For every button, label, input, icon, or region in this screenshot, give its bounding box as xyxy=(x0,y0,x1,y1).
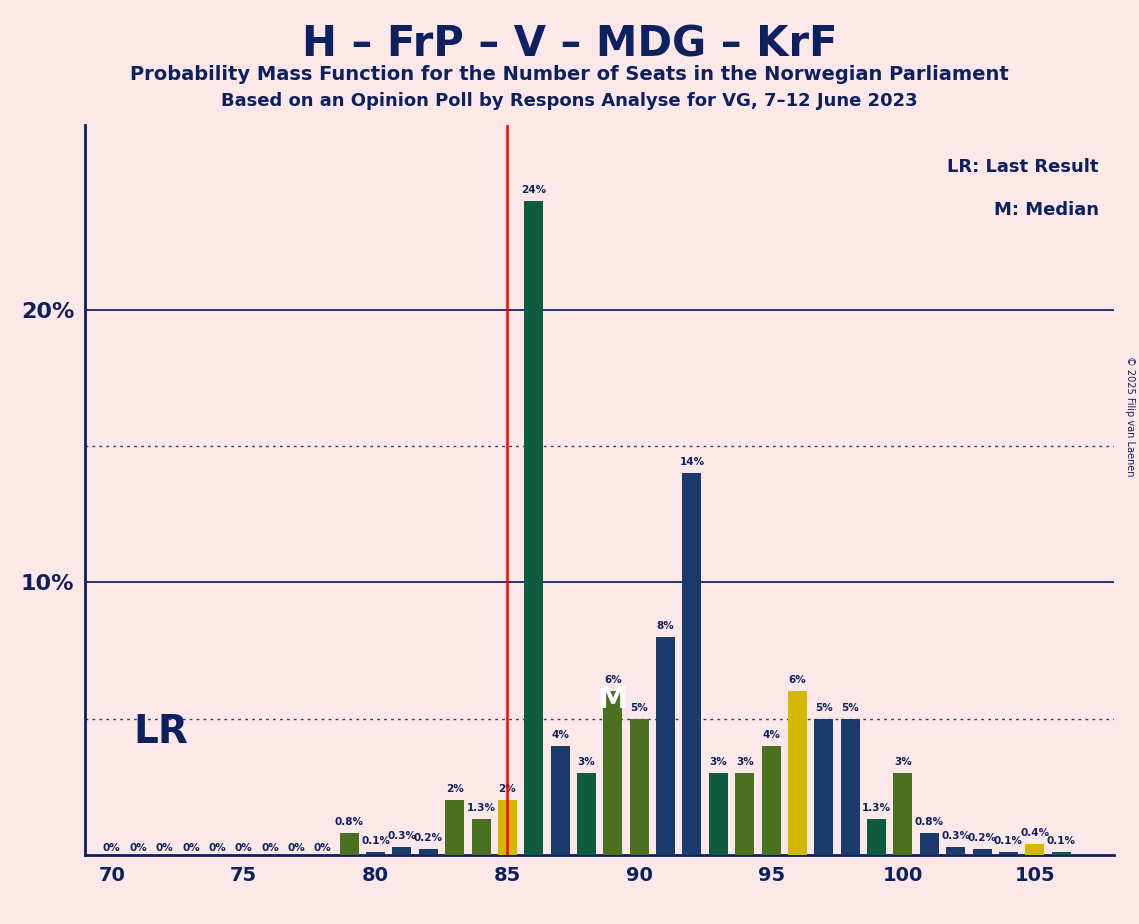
Text: 0.1%: 0.1% xyxy=(994,836,1023,846)
Text: 0%: 0% xyxy=(208,843,227,853)
Text: M: Median: M: Median xyxy=(993,201,1098,219)
Text: 6%: 6% xyxy=(604,675,622,686)
Text: 1.3%: 1.3% xyxy=(862,803,891,813)
Bar xyxy=(1025,844,1044,855)
Text: 0%: 0% xyxy=(182,843,199,853)
Bar xyxy=(604,691,622,855)
Bar xyxy=(947,846,965,855)
Bar xyxy=(339,833,359,855)
Bar xyxy=(867,820,886,855)
Bar xyxy=(445,800,464,855)
Bar xyxy=(524,201,543,855)
Text: 4%: 4% xyxy=(762,730,780,740)
Text: 0%: 0% xyxy=(156,843,173,853)
Bar xyxy=(498,800,517,855)
Bar xyxy=(973,849,992,855)
Text: © 2025 Filip van Laenen: © 2025 Filip van Laenen xyxy=(1125,356,1134,476)
Text: H – FrP – V – MDG – KrF: H – FrP – V – MDG – KrF xyxy=(302,23,837,65)
Bar xyxy=(999,852,1018,855)
Bar xyxy=(656,637,675,855)
Text: 3%: 3% xyxy=(736,757,754,767)
Text: 0.2%: 0.2% xyxy=(413,833,443,844)
Text: LR: Last Result: LR: Last Result xyxy=(947,158,1098,176)
Bar xyxy=(814,719,834,855)
Text: 0%: 0% xyxy=(287,843,305,853)
Text: 0%: 0% xyxy=(314,843,331,853)
Text: 24%: 24% xyxy=(522,185,547,195)
Text: 5%: 5% xyxy=(842,702,859,712)
Text: 0.8%: 0.8% xyxy=(335,817,363,827)
Text: M: M xyxy=(598,685,628,714)
Text: 0%: 0% xyxy=(235,843,253,853)
Text: 0.2%: 0.2% xyxy=(968,833,997,844)
Text: 4%: 4% xyxy=(551,730,570,740)
Bar xyxy=(366,852,385,855)
Bar xyxy=(841,719,860,855)
Text: 5%: 5% xyxy=(630,702,648,712)
Bar xyxy=(577,773,596,855)
Text: 0.8%: 0.8% xyxy=(915,817,944,827)
Text: 0.1%: 0.1% xyxy=(361,836,390,846)
Bar xyxy=(630,719,649,855)
Text: LR: LR xyxy=(133,713,188,751)
Text: 3%: 3% xyxy=(894,757,912,767)
Bar xyxy=(762,746,780,855)
Text: 1.3%: 1.3% xyxy=(467,803,495,813)
Bar xyxy=(893,773,912,855)
Text: 2%: 2% xyxy=(445,784,464,795)
Bar xyxy=(472,820,491,855)
Text: 0%: 0% xyxy=(261,843,279,853)
Text: 0.4%: 0.4% xyxy=(1021,828,1049,838)
Text: 5%: 5% xyxy=(816,702,833,712)
Bar xyxy=(708,773,728,855)
Text: 14%: 14% xyxy=(680,457,705,468)
Bar xyxy=(1051,852,1071,855)
Text: 0.1%: 0.1% xyxy=(1047,836,1075,846)
Text: Based on an Opinion Poll by Respons Analyse for VG, 7–12 June 2023: Based on an Opinion Poll by Respons Anal… xyxy=(221,92,918,110)
Text: 8%: 8% xyxy=(657,621,674,631)
Text: 3%: 3% xyxy=(577,757,596,767)
Bar xyxy=(682,473,702,855)
Text: 0%: 0% xyxy=(130,843,147,853)
Text: Probability Mass Function for the Number of Seats in the Norwegian Parliament: Probability Mass Function for the Number… xyxy=(130,65,1009,84)
Text: 6%: 6% xyxy=(788,675,806,686)
Text: 0.3%: 0.3% xyxy=(387,831,417,841)
Text: 2%: 2% xyxy=(499,784,516,795)
Bar xyxy=(393,846,411,855)
Bar xyxy=(920,833,939,855)
Bar xyxy=(736,773,754,855)
Bar xyxy=(419,849,437,855)
Text: 0%: 0% xyxy=(103,843,121,853)
Bar xyxy=(550,746,570,855)
Bar xyxy=(788,691,806,855)
Text: 3%: 3% xyxy=(710,757,727,767)
Text: 0.3%: 0.3% xyxy=(941,831,970,841)
